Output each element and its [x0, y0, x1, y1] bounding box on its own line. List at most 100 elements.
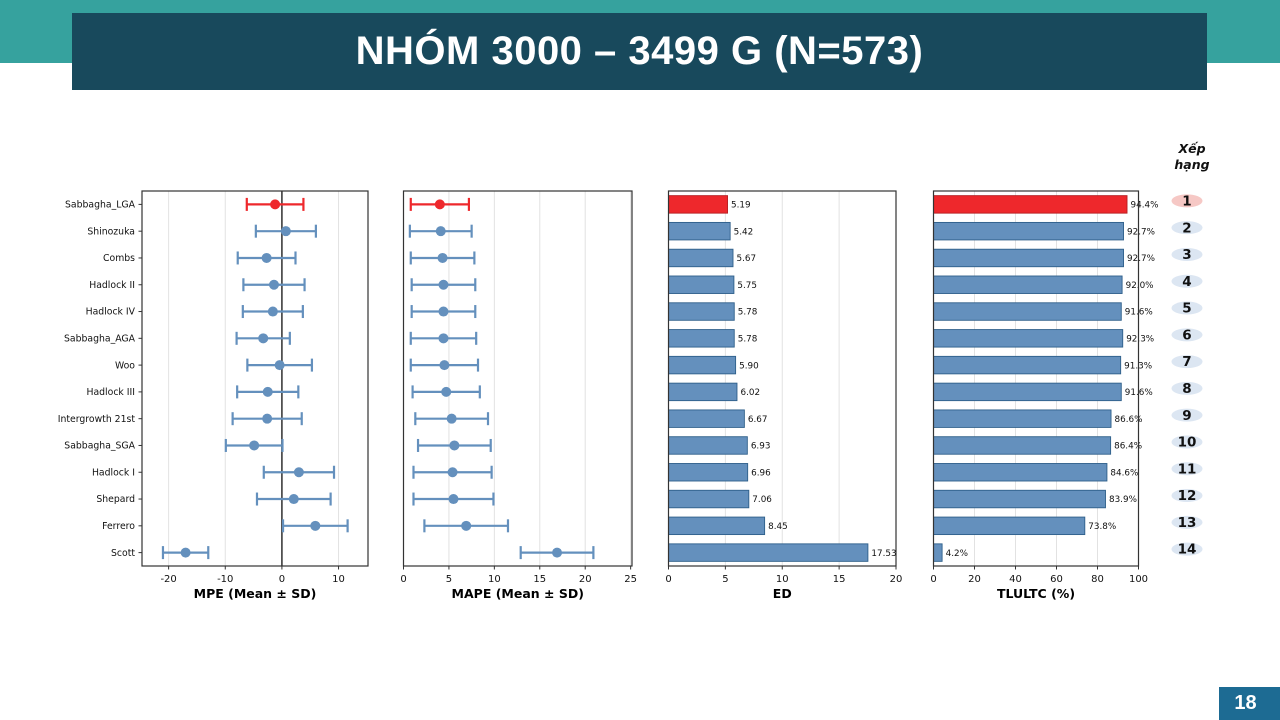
rank-badge: 6: [1171, 327, 1203, 343]
rank-number: 1: [1182, 193, 1191, 209]
x-tick-label: 20: [968, 574, 981, 585]
bar: [933, 489, 1106, 509]
bar: [933, 275, 1123, 294]
bar: [668, 302, 735, 321]
tlultc-bar-chart: 94.4% 92.7% 92.7% 92.0% 91.6% 92.3% 91.3% 91.6%…: [925, 183, 1187, 619]
bar: [668, 489, 750, 509]
x-tick-label: 0: [400, 574, 406, 585]
rank-badge-ellipse: [1171, 355, 1203, 369]
bar: [668, 275, 735, 294]
rank-badge-ellipse: [1171, 489, 1203, 503]
error-bar: [409, 197, 471, 211]
error-bar: [161, 546, 210, 560]
rank-badge-ellipse: [1171, 381, 1203, 395]
x-tick-label: 100: [1129, 574, 1148, 585]
plot-border: [667, 190, 897, 567]
rank-badge: 5: [1171, 301, 1203, 317]
rank-badge: 1: [1171, 193, 1203, 209]
x-tick-label: 40: [1009, 574, 1022, 585]
plot-border: [141, 190, 369, 567]
bar-value-label: 6.67: [748, 415, 768, 425]
mean-marker: [437, 252, 448, 263]
x-tick-label: 10: [488, 574, 501, 585]
error-bar: [416, 438, 492, 452]
category-label: Hadlock III: [86, 387, 135, 398]
error-bar: [254, 224, 317, 238]
slide-title: NHÓM 3000 – 3499 G (N=573): [355, 29, 924, 73]
error-bar: [409, 358, 480, 372]
rank-badge-ellipse: [1171, 247, 1203, 261]
bar-value-label: 6.93: [751, 442, 771, 452]
mean-marker: [435, 226, 446, 237]
error-bar: [409, 251, 476, 265]
rank-number: 6: [1182, 327, 1191, 343]
error-bar: [281, 519, 349, 533]
bar-value-label: 86.4%: [1114, 442, 1142, 452]
category-label: Scott: [111, 548, 135, 559]
bar: [933, 329, 1124, 348]
mean-marker: [446, 413, 457, 424]
mean-marker: [552, 547, 563, 558]
rank-number: 9: [1182, 408, 1191, 424]
category-label: Sabbagha_LGA: [65, 200, 136, 211]
error-bar: [409, 331, 478, 345]
rank-number: 4: [1182, 274, 1191, 290]
rank-badge-ellipse: [1171, 515, 1203, 529]
error-bar: [408, 224, 473, 238]
bar: [933, 409, 1112, 428]
bar-value-label: 92.3%: [1126, 335, 1154, 345]
x-tick-label: 0: [665, 574, 671, 585]
rank-badge-ellipse: [1171, 221, 1203, 235]
error-bar: [255, 492, 332, 506]
mean-marker: [434, 199, 445, 210]
category-label: Sabbagha_SGA: [64, 441, 135, 452]
category-label: Intergrowth 21st: [58, 414, 136, 425]
error-bar: [414, 412, 490, 426]
category-label: Combs: [103, 253, 135, 264]
x-tick-label: 10: [332, 574, 345, 585]
rank-badge: 8: [1171, 381, 1203, 397]
title-bar: NHÓM 3000 – 3499 G (N=573): [72, 13, 1207, 90]
bar-value-label: 5.75: [737, 281, 757, 291]
bar-value-label: 92.7%: [1127, 254, 1155, 264]
bar-value-label: 84.6%: [1110, 468, 1138, 478]
bar-value-label: 5.90: [739, 361, 759, 371]
bar-value-label: 6.02: [740, 388, 760, 398]
ranking-header: Xếp hạng: [1158, 141, 1226, 173]
bar: [933, 543, 943, 562]
error-bar: [241, 305, 304, 319]
category-label: Hadlock II: [89, 280, 135, 291]
bar: [668, 248, 734, 268]
error-bar: [245, 197, 305, 211]
mean-marker: [438, 333, 449, 344]
ranking-header-line2: hạng: [1174, 157, 1210, 172]
axis-title: MPE (Mean ± SD): [194, 586, 317, 601]
bar: [933, 436, 1112, 455]
page-number-box: 18: [1219, 687, 1280, 720]
error-bar: [231, 412, 303, 426]
error-bar: [246, 358, 314, 372]
mean-marker: [274, 360, 285, 371]
bar: [668, 463, 749, 482]
x-tick-label: 20: [579, 574, 592, 585]
x-tick-label: 80: [1091, 574, 1104, 585]
rank-badge: 4: [1171, 274, 1203, 290]
x-tick-label: 60: [1050, 574, 1063, 585]
rank-badge: 10: [1171, 435, 1203, 451]
rank-badge-ellipse: [1171, 542, 1203, 556]
error-bar: [410, 278, 477, 292]
mean-marker: [180, 547, 191, 558]
rank-badge: 3: [1171, 247, 1203, 263]
x-tick-label: 15: [533, 574, 546, 585]
rank-badge-ellipse: [1171, 194, 1203, 208]
rank-badge: 14: [1171, 542, 1203, 558]
category-label: Hadlock I: [92, 467, 135, 478]
mape-errorbar-chart: 0 5 10 15 20 25 MAPE (Mean ± SD): [395, 183, 647, 619]
axis-title: ED: [773, 586, 792, 601]
error-bar: [410, 305, 477, 319]
rank-badge-ellipse: [1171, 462, 1203, 476]
mean-marker: [461, 520, 472, 531]
tlultc-bar-chart-svg: 94.4%92.7%92.7%92.0%91.6%92.3%91.3%91.6%…: [930, 190, 1158, 601]
